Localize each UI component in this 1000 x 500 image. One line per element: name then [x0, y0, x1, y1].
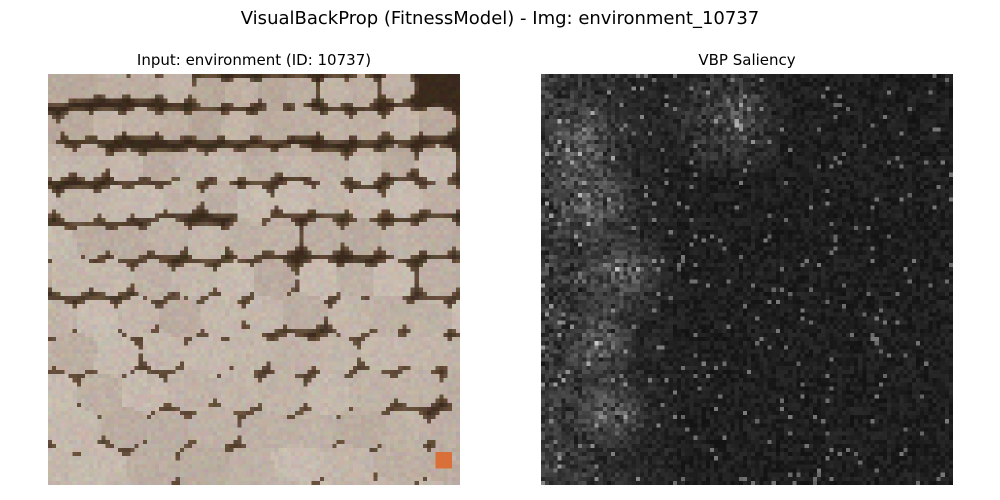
input-panel: Input: environment (ID: 10737) [48, 50, 460, 485]
saliency-panel: VBP Saliency [541, 50, 953, 485]
input-image-canvas [48, 74, 460, 485]
saliency-panel-title: VBP Saliency [698, 51, 796, 69]
saliency-map-canvas [541, 74, 953, 485]
input-panel-title: Input: environment (ID: 10737) [136, 51, 372, 69]
saliency-map [541, 74, 953, 485]
figure-title: VisualBackProp (FitnessModel) - Img: env… [240, 8, 760, 29]
input-image [48, 74, 460, 485]
